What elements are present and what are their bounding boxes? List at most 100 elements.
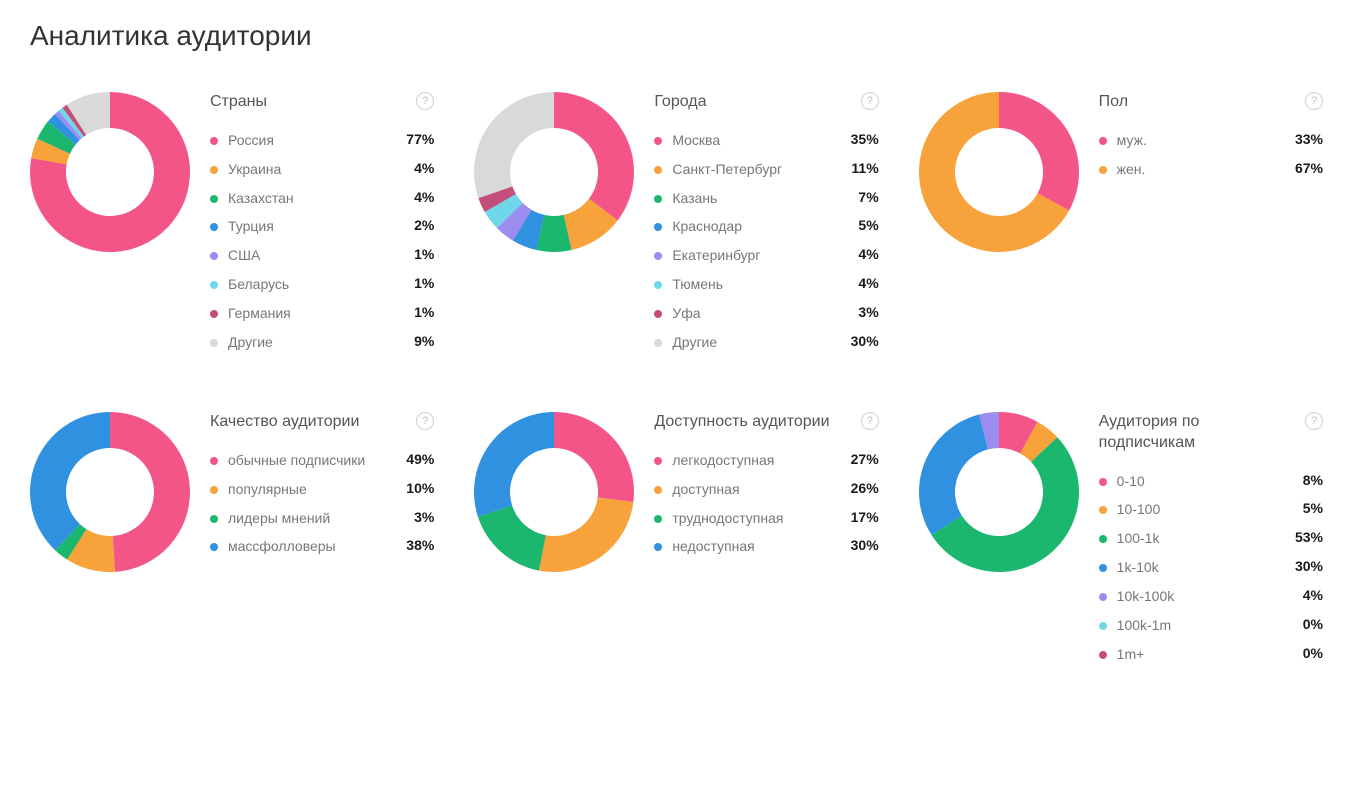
legend-swatch	[1099, 593, 1107, 601]
help-icon[interactable]: ?	[1305, 412, 1323, 430]
legend-value: 11%	[837, 160, 879, 176]
legend-row: 10k-100k4%	[1099, 587, 1323, 606]
legend-row: 100-1k53%	[1099, 529, 1323, 548]
legend-swatch	[654, 515, 662, 523]
panel-body: Доступность аудитории? легкодоступная27%д…	[654, 412, 878, 556]
donut-slice	[554, 92, 634, 220]
donut-chart-quality	[30, 412, 190, 572]
panel-title: Города	[654, 92, 706, 113]
legend-row: Германия 1%	[210, 304, 434, 323]
legend-swatch	[210, 543, 218, 551]
donut-chart-cities	[474, 92, 634, 252]
legend-label: лидеры мнений	[228, 509, 382, 528]
legend-row: Екатеринбург4%	[654, 246, 878, 265]
legend-row: Москва35%	[654, 131, 878, 150]
donut-wrap	[919, 92, 1079, 252]
legend-label: Санкт-Петербург	[672, 160, 826, 179]
legend-value: 5%	[1281, 500, 1323, 516]
legend-label: Казахстан	[228, 189, 382, 208]
legend-row: 100k-1m 0%	[1099, 616, 1323, 635]
legend-row: Санкт-Петербург 11%	[654, 160, 878, 179]
help-icon[interactable]: ?	[861, 412, 879, 430]
legend-value: 8%	[1281, 472, 1323, 488]
page-title: Аналитика аудитории	[30, 20, 1323, 52]
legend-value: 4%	[837, 275, 879, 291]
panel-header: Города?	[654, 92, 878, 113]
help-icon[interactable]: ?	[861, 92, 879, 110]
legend-row: 1k-10k30%	[1099, 558, 1323, 577]
legend-row: Украина4%	[210, 160, 434, 179]
legend-swatch	[1099, 564, 1107, 572]
legend-swatch	[210, 457, 218, 465]
legend-label: жен.	[1117, 160, 1271, 179]
panels-grid: Страны?Россия77%Украина4%Казахстан4%Турц…	[30, 92, 1323, 664]
panel-body: Аудитория по подписчикам?0-108%10-1005%1…	[1099, 412, 1323, 664]
legend-label: муж.	[1117, 131, 1271, 150]
legend-swatch	[654, 543, 662, 551]
legend-row: труднодоступная17%	[654, 509, 878, 528]
legend-swatch	[1099, 478, 1107, 486]
legend-value: 5%	[837, 217, 879, 233]
legend-label: популярные	[228, 480, 382, 499]
legend-label: США	[228, 246, 382, 265]
donut-slice	[110, 412, 190, 572]
help-icon[interactable]: ?	[416, 412, 434, 430]
legend-swatch	[210, 515, 218, 523]
donut-slice	[478, 506, 546, 571]
legend-row: Краснодар5%	[654, 217, 878, 236]
legend-row: недоступная30%	[654, 537, 878, 556]
panel-title: Доступность аудитории	[654, 412, 829, 433]
legend-swatch	[210, 166, 218, 174]
legend: муж.33%жен.67%	[1099, 131, 1323, 179]
panel-title: Качество аудитории	[210, 412, 359, 433]
donut-slice	[554, 412, 634, 502]
donut-chart-gender	[919, 92, 1079, 252]
legend-value: 17%	[837, 509, 879, 525]
legend: легкодоступная27%доступная26%труднодосту…	[654, 451, 878, 557]
legend-swatch	[654, 252, 662, 260]
donut-chart-countries	[30, 92, 190, 252]
help-icon[interactable]: ?	[1305, 92, 1323, 110]
legend-row: Казахстан4%	[210, 189, 434, 208]
legend-label: недоступная	[672, 537, 826, 556]
donut-slice	[919, 414, 988, 534]
legend-label: 1m+	[1117, 645, 1271, 664]
donut-chart-followers	[919, 412, 1079, 572]
legend-value: 3%	[837, 304, 879, 320]
legend-value: 4%	[837, 246, 879, 262]
panel-body: Страны?Россия77%Украина4%Казахстан4%Турц…	[210, 92, 434, 352]
legend-value: 9%	[392, 333, 434, 349]
legend-swatch	[210, 223, 218, 231]
panel-header: Доступность аудитории?	[654, 412, 878, 433]
legend-row: 1m+0%	[1099, 645, 1323, 664]
panel-followers: Аудитория по подписчикам?0-108%10-1005%1…	[919, 412, 1323, 664]
panel-body: Пол?муж.33%жен.67%	[1099, 92, 1323, 179]
legend-value: 0%	[1281, 616, 1323, 632]
legend-swatch	[210, 252, 218, 260]
legend-row: популярные 10%	[210, 480, 434, 499]
legend-swatch	[1099, 622, 1107, 630]
legend: Россия77%Украина4%Казахстан4%Турция2%США…	[210, 131, 434, 352]
legend-row: Казань7%	[654, 189, 878, 208]
legend-label: 100k-1m	[1117, 616, 1271, 635]
legend-label: Уфа	[672, 304, 826, 323]
legend-value: 10%	[392, 480, 434, 496]
donut-wrap	[474, 412, 634, 572]
legend-label: 0-10	[1117, 472, 1271, 491]
help-icon[interactable]: ?	[416, 92, 434, 110]
legend-swatch	[210, 486, 218, 494]
legend-row: жен.67%	[1099, 160, 1323, 179]
legend: Москва35% Санкт-Петербург 11% Казань7% Красн…	[654, 131, 878, 352]
legend-value: 1%	[392, 304, 434, 320]
legend-value: 4%	[1281, 587, 1323, 603]
legend-swatch	[654, 486, 662, 494]
panel-countries: Страны?Россия77%Украина4%Казахстан4%Турц…	[30, 92, 434, 352]
legend-value: 1%	[392, 275, 434, 291]
legend-label: Германия	[228, 304, 382, 323]
legend-value: 53%	[1281, 529, 1323, 545]
legend-value: 30%	[1281, 558, 1323, 574]
legend-label: Тюмень	[672, 275, 826, 294]
panel-cities: Города? Москва35% Санкт-Петербург 11% Казань…	[474, 92, 878, 352]
donut-slice	[539, 497, 633, 571]
donut-slice	[30, 412, 110, 550]
